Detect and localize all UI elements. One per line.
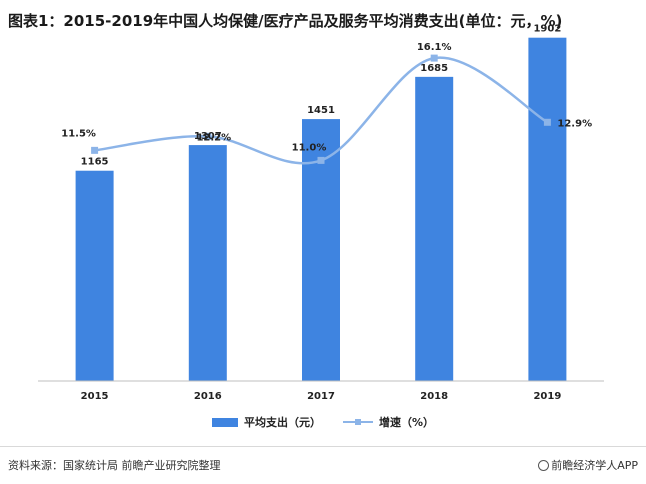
growth-marker-2019 <box>543 118 551 126</box>
growth-line <box>94 56 549 165</box>
data-labels: 1165 1307 1451 1685 1902 11.5% 12.2% 11.0% 16.1%… <box>61 24 592 168</box>
growth-rate-label: 12.2% <box>196 132 231 143</box>
growth-marker-2018 <box>430 54 438 62</box>
x-tick-label: 2019 <box>533 391 561 402</box>
growth-rate-label: 16.1% <box>417 42 452 53</box>
x-axis-ticks: 2015 2016 2017 2018 2019 <box>81 391 562 402</box>
legend-item-line: 增速（%） <box>342 414 435 430</box>
growth-rate-label: 11.5% <box>61 128 96 139</box>
bar-value-label: 1165 <box>81 157 109 168</box>
legend-line-label: 增速（%） <box>378 416 435 429</box>
legend: 平均支出（元） 增速（%） <box>0 414 646 430</box>
bar-series <box>75 37 567 382</box>
brand: 前瞻经济学人APP <box>538 457 638 473</box>
footer: 资料来源：国家统计局 前瞻产业研究院整理 前瞻经济学人APP <box>0 446 646 484</box>
bar-value-label: 1685 <box>420 63 448 74</box>
bar-value-label: 1307 <box>194 131 222 142</box>
legend-item-bar: 平均支出（元） <box>211 414 321 430</box>
chart-title: 图表1：2015-2019年中国人均保健/医疗产品及服务平均消费支出(单位：元，… <box>8 12 563 30</box>
bar-value-label: 1451 <box>307 105 335 116</box>
legend-line-swatch <box>342 417 373 427</box>
growth-rate-label: 11.0% <box>292 142 327 153</box>
x-tick-label: 2016 <box>194 391 222 402</box>
growth-marker-2016 <box>204 132 212 140</box>
bar-2018 <box>415 76 454 382</box>
brand-logo-icon <box>538 460 550 471</box>
x-tick-label: 2017 <box>307 391 335 402</box>
growth-rate-label: 12.9% <box>557 118 592 129</box>
growth-marker-2017 <box>317 156 325 164</box>
brand-name: 前瞻经济学人APP <box>551 459 638 472</box>
chart: 1165 1307 1451 1685 1902 11.5% 12.2% 11.0% 16.1%… <box>38 24 604 402</box>
bar-2019 <box>528 37 567 382</box>
x-tick-label: 2015 <box>81 391 109 402</box>
growth-line-series <box>91 54 551 165</box>
bar-value-label: 1902 <box>533 24 561 35</box>
legend-bar-label: 平均支出（元） <box>243 416 321 429</box>
growth-marker-2015 <box>91 146 99 154</box>
bar-2016 <box>188 145 227 381</box>
bar-2015 <box>75 170 114 381</box>
x-tick-label: 2018 <box>420 391 448 402</box>
legend-bar-swatch <box>211 417 238 427</box>
source-note: 资料来源：国家统计局 前瞻产业研究院整理 <box>8 459 221 472</box>
